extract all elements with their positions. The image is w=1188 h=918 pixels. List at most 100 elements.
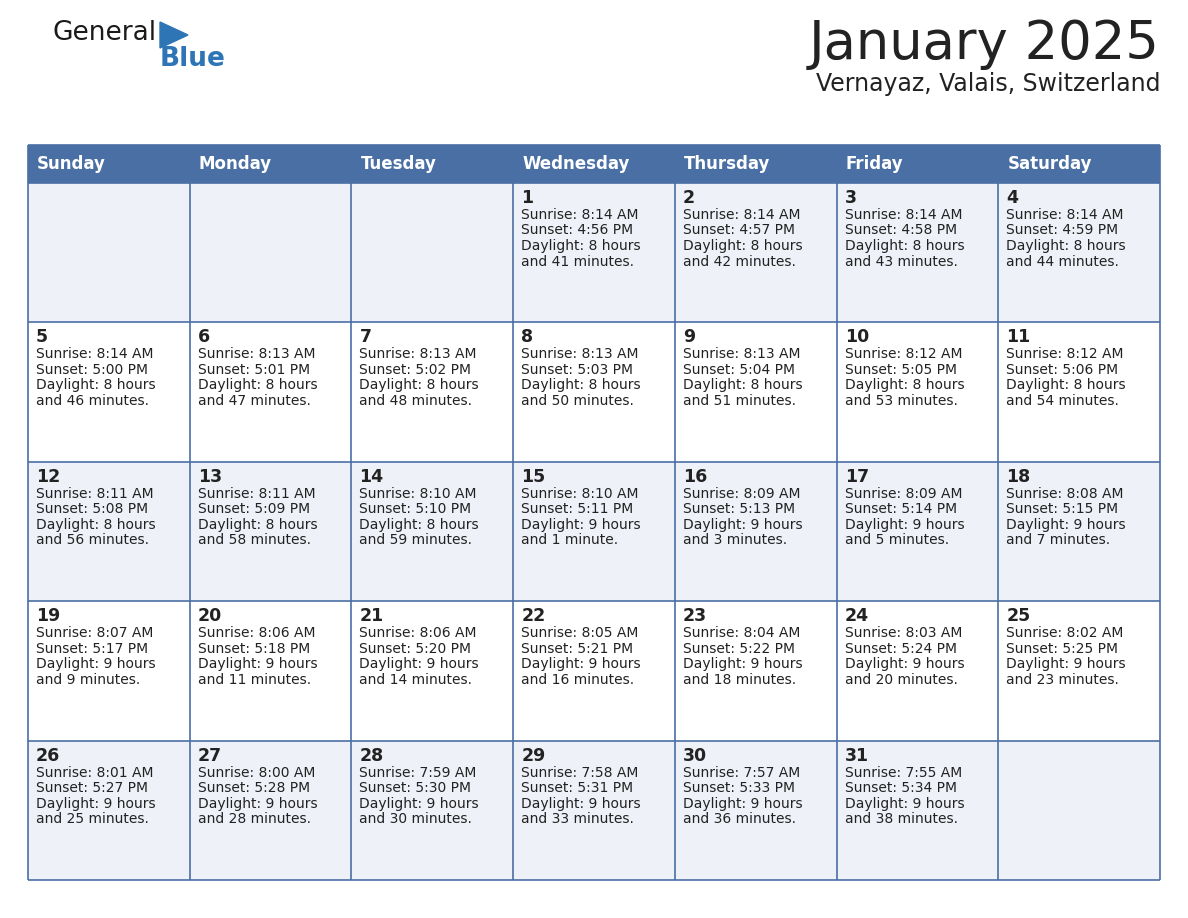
Text: 4: 4 (1006, 189, 1018, 207)
Text: Sunset: 5:18 PM: Sunset: 5:18 PM (197, 642, 310, 655)
Bar (29, 601, 1159, 741)
Text: and 33 minutes.: and 33 minutes. (522, 812, 634, 826)
Text: Sunset: 5:15 PM: Sunset: 5:15 PM (1006, 502, 1118, 516)
Text: Daylight: 8 hours: Daylight: 8 hours (522, 378, 640, 392)
Text: Daylight: 8 hours: Daylight: 8 hours (683, 239, 802, 253)
Text: and 16 minutes.: and 16 minutes. (522, 673, 634, 687)
Text: Daylight: 9 hours: Daylight: 9 hours (36, 797, 156, 811)
Text: Daylight: 9 hours: Daylight: 9 hours (522, 657, 640, 671)
Text: Daylight: 9 hours: Daylight: 9 hours (360, 797, 479, 811)
Text: 10: 10 (845, 329, 868, 346)
Text: Sunset: 5:31 PM: Sunset: 5:31 PM (522, 781, 633, 795)
Text: and 28 minutes.: and 28 minutes. (197, 812, 311, 826)
Text: Sunset: 5:11 PM: Sunset: 5:11 PM (522, 502, 633, 516)
Text: Daylight: 8 hours: Daylight: 8 hours (1006, 378, 1126, 392)
Text: Sunrise: 8:08 AM: Sunrise: 8:08 AM (1006, 487, 1124, 501)
Text: Sunrise: 8:13 AM: Sunrise: 8:13 AM (360, 347, 476, 362)
Text: Sunrise: 8:11 AM: Sunrise: 8:11 AM (197, 487, 315, 501)
Text: Sunrise: 8:06 AM: Sunrise: 8:06 AM (197, 626, 315, 640)
Text: and 5 minutes.: and 5 minutes. (845, 533, 949, 547)
Text: Vernayaz, Valais, Switzerland: Vernayaz, Valais, Switzerland (815, 72, 1159, 96)
Text: Sunset: 5:13 PM: Sunset: 5:13 PM (683, 502, 795, 516)
Text: Sunrise: 8:10 AM: Sunrise: 8:10 AM (522, 487, 639, 501)
Text: Daylight: 8 hours: Daylight: 8 hours (360, 378, 479, 392)
Text: Daylight: 8 hours: Daylight: 8 hours (360, 518, 479, 532)
Text: 9: 9 (683, 329, 695, 346)
Text: Sunset: 4:57 PM: Sunset: 4:57 PM (683, 223, 795, 238)
Polygon shape (160, 22, 188, 48)
Text: Daylight: 8 hours: Daylight: 8 hours (197, 518, 317, 532)
Text: Sunset: 5:04 PM: Sunset: 5:04 PM (683, 363, 795, 377)
Text: Sunset: 5:30 PM: Sunset: 5:30 PM (360, 781, 472, 795)
Text: Sunrise: 7:58 AM: Sunrise: 7:58 AM (522, 766, 638, 779)
Text: January 2025: January 2025 (809, 18, 1159, 70)
Text: Daylight: 9 hours: Daylight: 9 hours (845, 657, 965, 671)
Text: 11: 11 (1006, 329, 1030, 346)
Text: Sunrise: 8:13 AM: Sunrise: 8:13 AM (197, 347, 315, 362)
Text: Sunrise: 8:12 AM: Sunrise: 8:12 AM (845, 347, 962, 362)
Text: Sunrise: 8:01 AM: Sunrise: 8:01 AM (36, 766, 153, 779)
Text: Daylight: 8 hours: Daylight: 8 hours (197, 378, 317, 392)
Text: 12: 12 (36, 468, 61, 486)
Text: and 7 minutes.: and 7 minutes. (1006, 533, 1111, 547)
Text: 17: 17 (845, 468, 868, 486)
Text: Sunset: 4:58 PM: Sunset: 4:58 PM (845, 223, 956, 238)
Text: Daylight: 9 hours: Daylight: 9 hours (1006, 657, 1126, 671)
Text: and 54 minutes.: and 54 minutes. (1006, 394, 1119, 408)
Text: Wednesday: Wednesday (523, 155, 630, 173)
Text: Sunset: 5:20 PM: Sunset: 5:20 PM (360, 642, 472, 655)
Text: Sunrise: 8:10 AM: Sunrise: 8:10 AM (360, 487, 476, 501)
Text: Sunset: 5:03 PM: Sunset: 5:03 PM (522, 363, 633, 377)
Text: Daylight: 9 hours: Daylight: 9 hours (197, 797, 317, 811)
Text: 22: 22 (522, 607, 545, 625)
Text: 18: 18 (1006, 468, 1030, 486)
Text: Daylight: 9 hours: Daylight: 9 hours (683, 657, 802, 671)
Text: Sunrise: 7:57 AM: Sunrise: 7:57 AM (683, 766, 800, 779)
Text: Sunrise: 8:00 AM: Sunrise: 8:00 AM (197, 766, 315, 779)
Bar (29, 462, 1159, 601)
Text: 15: 15 (522, 468, 545, 486)
Text: 3: 3 (845, 189, 857, 207)
Text: and 44 minutes.: and 44 minutes. (1006, 254, 1119, 268)
Text: Friday: Friday (846, 155, 903, 173)
Text: Blue: Blue (160, 46, 226, 72)
Text: and 23 minutes.: and 23 minutes. (1006, 673, 1119, 687)
Text: Daylight: 9 hours: Daylight: 9 hours (683, 518, 802, 532)
Text: Sunset: 5:21 PM: Sunset: 5:21 PM (522, 642, 633, 655)
Text: General: General (52, 20, 156, 46)
Text: and 18 minutes.: and 18 minutes. (683, 673, 796, 687)
Text: Sunset: 5:22 PM: Sunset: 5:22 PM (683, 642, 795, 655)
Text: Sunset: 5:01 PM: Sunset: 5:01 PM (197, 363, 310, 377)
Bar (29, 183, 1159, 322)
Text: Daylight: 8 hours: Daylight: 8 hours (683, 378, 802, 392)
Text: 7: 7 (360, 329, 372, 346)
Text: and 1 minute.: and 1 minute. (522, 533, 618, 547)
Text: and 20 minutes.: and 20 minutes. (845, 673, 958, 687)
Text: Sunday: Sunday (37, 155, 106, 173)
Text: Sunrise: 8:02 AM: Sunrise: 8:02 AM (1006, 626, 1124, 640)
Text: and 56 minutes.: and 56 minutes. (36, 533, 148, 547)
Text: Sunset: 4:56 PM: Sunset: 4:56 PM (522, 223, 633, 238)
Text: and 38 minutes.: and 38 minutes. (845, 812, 958, 826)
Text: Daylight: 9 hours: Daylight: 9 hours (683, 797, 802, 811)
Text: 26: 26 (36, 746, 61, 765)
Text: Sunrise: 8:11 AM: Sunrise: 8:11 AM (36, 487, 153, 501)
Bar (29, 322, 1159, 462)
Text: Sunrise: 8:09 AM: Sunrise: 8:09 AM (845, 487, 962, 501)
Text: Sunrise: 8:09 AM: Sunrise: 8:09 AM (683, 487, 801, 501)
Text: Tuesday: Tuesday (360, 155, 436, 173)
Text: Sunset: 5:05 PM: Sunset: 5:05 PM (845, 363, 956, 377)
Text: Sunrise: 8:13 AM: Sunrise: 8:13 AM (683, 347, 801, 362)
Text: 1: 1 (522, 189, 533, 207)
Text: and 3 minutes.: and 3 minutes. (683, 533, 786, 547)
Text: Daylight: 9 hours: Daylight: 9 hours (360, 657, 479, 671)
Text: 24: 24 (845, 607, 868, 625)
Text: and 59 minutes.: and 59 minutes. (360, 533, 473, 547)
Text: Daylight: 9 hours: Daylight: 9 hours (197, 657, 317, 671)
Text: Sunset: 5:33 PM: Sunset: 5:33 PM (683, 781, 795, 795)
Text: Sunrise: 8:14 AM: Sunrise: 8:14 AM (522, 208, 639, 222)
Text: Sunrise: 8:14 AM: Sunrise: 8:14 AM (683, 208, 801, 222)
Text: and 30 minutes.: and 30 minutes. (360, 812, 473, 826)
Text: and 25 minutes.: and 25 minutes. (36, 812, 148, 826)
Text: and 41 minutes.: and 41 minutes. (522, 254, 634, 268)
